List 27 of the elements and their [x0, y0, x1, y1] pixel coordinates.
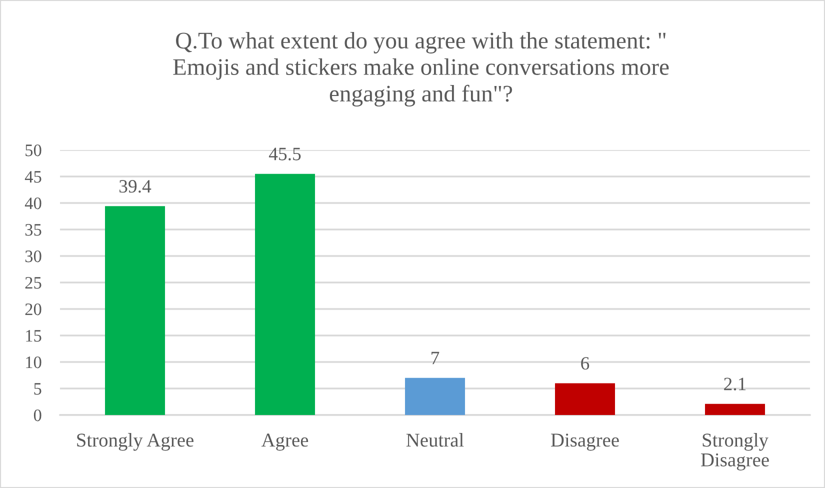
y-tick-label: 0 [34, 409, 42, 422]
x-tick-label: Strongly Disagree [701, 433, 769, 470]
data-label: 39.4 [119, 180, 152, 193]
y-tick-label: 5 [34, 383, 42, 395]
x-tick-label: Disagree [551, 434, 619, 451]
bar [405, 378, 465, 415]
bar [705, 404, 765, 415]
y-tick-label: 45 [24, 171, 42, 183]
chart-title: Q.To what extent do you agree with the statement: " Emojis and stickers make online conversations more engaging and fun"? [173, 32, 669, 107]
y-tick-label: 30 [25, 250, 42, 262]
y-tick-label: 15 [26, 330, 42, 342]
bar [555, 383, 615, 415]
y-tick-label: 25 [25, 277, 42, 289]
y-tick-label: 20 [25, 303, 42, 316]
data-label: 2.1 [724, 378, 746, 390]
data-label: 7 [432, 352, 440, 364]
bar [105, 206, 165, 415]
x-tick-label: Neutral [406, 433, 464, 447]
x-tick-label: Strongly Agree [77, 433, 194, 451]
y-tick-label: 35 [25, 224, 42, 236]
data-label: 6 [581, 357, 590, 370]
bar [255, 174, 315, 415]
y-tick-label: 50 [26, 144, 42, 156]
y-tick-label: 10 [26, 356, 42, 368]
x-tick-label: Agree [261, 434, 308, 451]
y-tick-label: 40 [24, 197, 42, 210]
data-label: 45.5 [268, 148, 301, 160]
